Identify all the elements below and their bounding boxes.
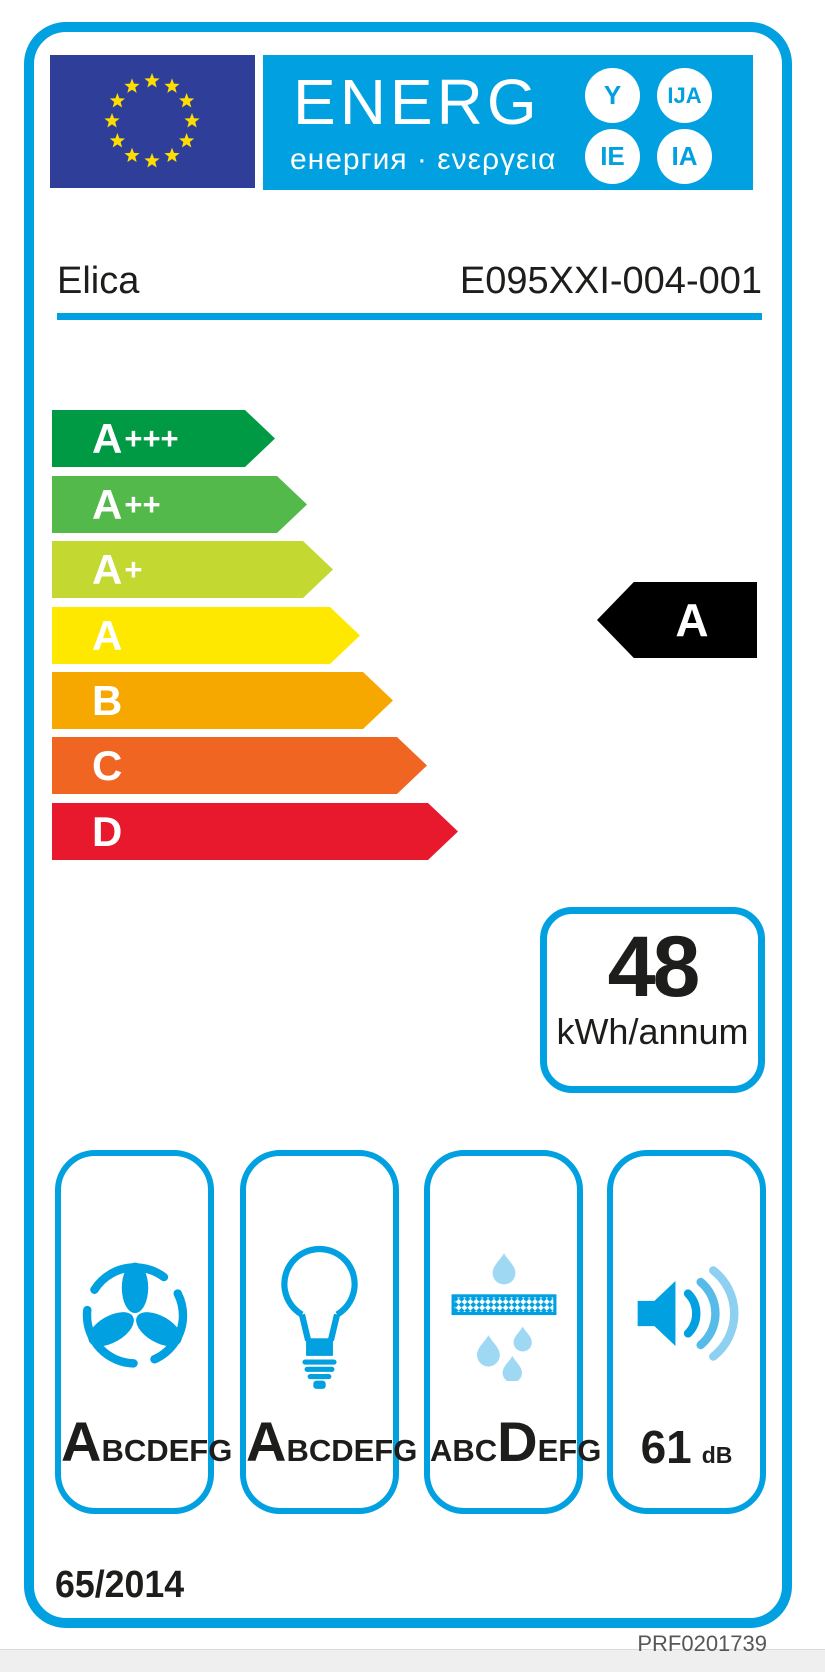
regulation-number: 65/2014 [55, 1564, 185, 1606]
grade-post: BCDEFG [286, 1433, 418, 1468]
rating-plus: ++ [124, 487, 161, 522]
energy-consumption-unit: kWh/annum [556, 1010, 749, 1052]
document-code: PRF0201739 [637, 1631, 767, 1656]
supplier-name: Elica [57, 260, 140, 302]
lamp-icon [246, 1218, 393, 1408]
noise-value: 61 [640, 1421, 692, 1473]
energ-logo-box: ENERG енергия · ενεργεια Y IJA IE IA [263, 55, 753, 190]
grade-post: BCDEFG [101, 1433, 233, 1468]
suffix-circle-ia: IA [657, 129, 712, 184]
page-bottom-strip [0, 1649, 825, 1672]
rating-letter: A [92, 545, 123, 593]
header-divider [57, 313, 762, 320]
rating-arrow-d: D [52, 803, 458, 860]
suffix-circle-ie: IE [585, 129, 640, 184]
eu-flag-stars [104, 73, 200, 168]
energ-subtitle: енергия · ενεργεια [290, 143, 557, 176]
suffix-circle-ija: IJA [657, 68, 712, 123]
rating-letter: A [92, 480, 123, 528]
suffix-circle-y: Y [585, 68, 640, 123]
rating-plus: + [124, 552, 143, 587]
energy-consumption-value: 48 [607, 919, 701, 1015]
selected-class-letter: A [675, 594, 709, 646]
rating-arrow-a-plus: A + [52, 541, 333, 598]
model-identifier: E095XXI-004-001 [459, 260, 762, 302]
rating-arrow-a-plus-plus-plus: A +++ [52, 410, 275, 467]
grease-filtering-box: ABCDEFG [424, 1150, 601, 1514]
grade-selected: D [497, 1410, 538, 1473]
eu-flag [50, 55, 255, 188]
grade-selected: A [246, 1410, 287, 1473]
rating-letter: A [92, 414, 123, 462]
rating-letter: A [92, 611, 123, 659]
grade-pre: ABC [430, 1433, 498, 1468]
noise-value-row: 61 dB [613, 1420, 760, 1474]
grade-selected: A [61, 1410, 102, 1473]
noise-unit: dB [701, 1442, 733, 1468]
rating-arrow-a: A [52, 607, 360, 664]
rating-letter: C [92, 741, 123, 789]
grade-post: EFG [537, 1433, 602, 1468]
energ-word: ENERG [293, 66, 541, 138]
grease-filter-icon [430, 1218, 577, 1408]
rating-plus: +++ [124, 421, 179, 456]
noise-level-box: 61 dB [607, 1150, 766, 1514]
rating-arrow-a-plus-plus: A ++ [52, 476, 307, 533]
selected-class-arrow: A [597, 582, 757, 658]
lighting-grade: ABCDEFG [246, 1409, 417, 1474]
rating-letter: B [92, 676, 123, 724]
rating-arrow-c: C [52, 737, 427, 794]
noise-icon [613, 1218, 760, 1408]
rating-letter: D [92, 807, 123, 855]
rating-arrow-b: B [52, 672, 393, 729]
lighting-efficiency-box: ABCDEFG [240, 1150, 417, 1514]
fluid-dynamic-grade: ABCDEFG [61, 1409, 232, 1474]
grease-filtering-grade: ABCDEFG [430, 1409, 601, 1474]
energy-consumption-box: 48 kWh/annum [540, 907, 765, 1093]
fluid-dynamic-efficiency-box: ABCDEFG [55, 1150, 232, 1514]
fan-icon [61, 1218, 208, 1408]
